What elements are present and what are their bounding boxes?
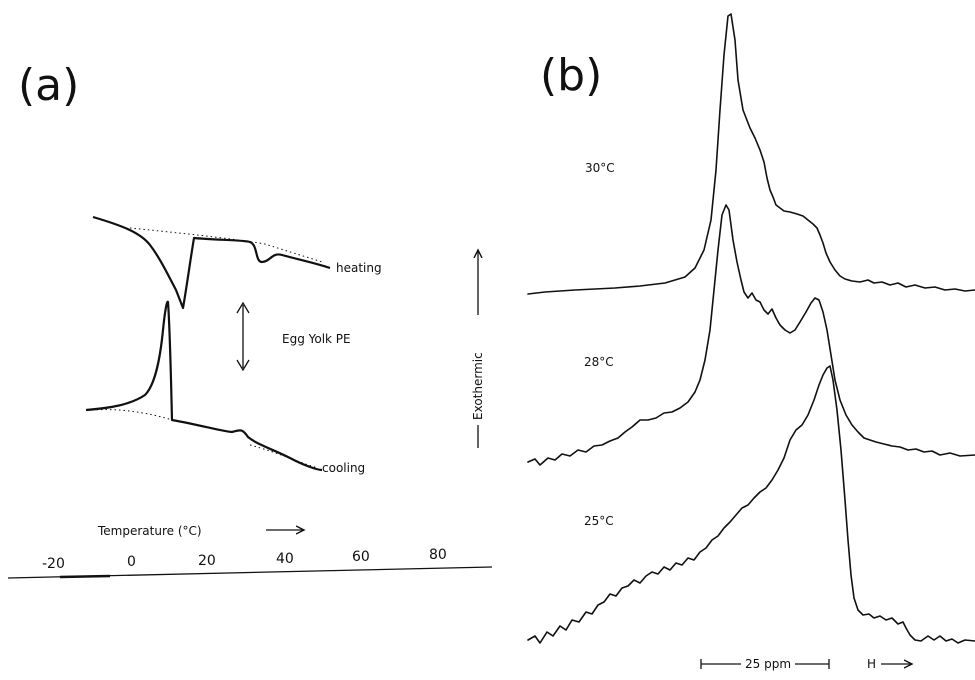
cooling-baseline	[91, 409, 319, 469]
cooling-label: cooling	[322, 461, 365, 475]
scale-bar-label: 25 ppm	[745, 657, 791, 671]
heating-curve	[92, 215, 331, 310]
spectrum-28c	[527, 204, 975, 466]
temperature-label: Temperature (°C)	[97, 524, 202, 538]
spectrum-25c	[527, 365, 975, 644]
spectrum-temperature-label: 30°C	[585, 161, 615, 175]
scale-bar	[700, 659, 830, 669]
spectrum-temperature-label: 25°C	[584, 514, 614, 528]
spectrum-30c	[527, 13, 975, 295]
tick-label: -20	[42, 556, 65, 572]
tick-label: 60	[352, 549, 370, 565]
axis-mark	[59, 574, 111, 579]
panel-b-label: (b)	[540, 50, 602, 101]
double-arrow-icon	[236, 301, 250, 372]
tick-label: 40	[276, 551, 294, 567]
tick-label: 20	[198, 553, 216, 569]
tick-label: 0	[127, 554, 136, 570]
spectrum-temperature-label: 28°C	[584, 355, 614, 369]
panel-b: (b) 30°C 28°C 25°C 25 ppm H	[527, 13, 975, 671]
exothermic-label: Exothermic	[471, 352, 485, 420]
heating-baseline	[129, 227, 323, 263]
tick-label: 80	[429, 547, 447, 563]
panel-a-label: (a)	[18, 60, 79, 111]
heating-label: heating	[336, 261, 382, 275]
sample-label: Egg Yolk PE	[282, 332, 351, 346]
field-label: H	[867, 657, 876, 671]
cooling-curve	[85, 300, 323, 472]
panel-a: (a) heating cooling Egg Yolk PE Exotherm…	[7, 60, 493, 579]
